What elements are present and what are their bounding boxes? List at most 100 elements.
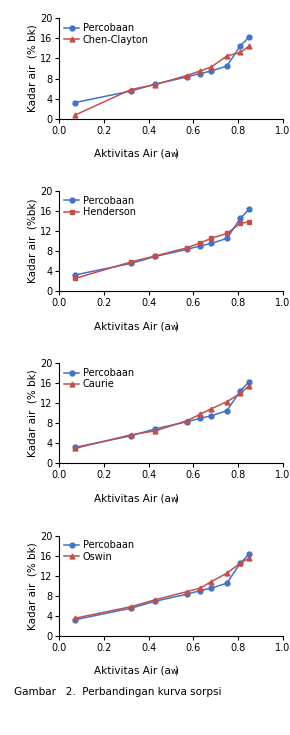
Percobaan <box>185 73 188 82</box>
Legend: Percobaan, Henderson: Percobaan, Henderson <box>62 194 138 219</box>
Percobaan <box>73 270 77 279</box>
Line: Percobaan: Percobaan <box>73 207 252 277</box>
Percobaan <box>198 242 202 251</box>
Henderson <box>198 238 202 247</box>
Line: Percobaan: Percobaan <box>73 379 252 450</box>
Henderson <box>73 274 77 283</box>
Henderson <box>154 251 157 260</box>
Text: w: w <box>171 667 178 676</box>
Line: Percobaan: Percobaan <box>73 35 252 105</box>
Line: Chen-Clayton: Chen-Clayton <box>73 43 252 118</box>
Line: Henderson: Henderson <box>73 220 252 281</box>
Percobaan <box>247 32 251 41</box>
Chen-Clayton <box>210 62 213 71</box>
Text: Aktivitas Air (a: Aktivitas Air (a <box>94 493 171 503</box>
Text: w: w <box>171 150 178 159</box>
Oswin <box>73 614 77 623</box>
Text: ): ) <box>174 666 178 676</box>
Y-axis label: Kadar air  (% bk): Kadar air (% bk) <box>27 24 37 112</box>
Percobaan <box>247 550 251 559</box>
Oswin <box>247 553 251 562</box>
Oswin <box>239 559 242 567</box>
Chen-Clayton <box>154 80 157 89</box>
Percobaan <box>239 42 242 51</box>
Caurie <box>210 404 213 413</box>
Caurie <box>198 410 202 419</box>
Percobaan <box>225 406 229 415</box>
Chen-Clayton <box>185 71 188 80</box>
Percobaan <box>154 252 157 261</box>
Chen-Clayton <box>198 67 202 76</box>
Y-axis label: Kadar air  (% bk): Kadar air (% bk) <box>27 370 37 457</box>
Percobaan <box>185 589 188 598</box>
Henderson <box>239 219 242 228</box>
Oswin <box>129 602 133 611</box>
Text: Aktivitas Air (a: Aktivitas Air (a <box>94 148 171 159</box>
Caurie <box>247 381 251 390</box>
Legend: Percobaan, Chen-Clayton: Percobaan, Chen-Clayton <box>62 21 151 46</box>
Percobaan <box>198 587 202 595</box>
Caurie <box>225 398 229 406</box>
Oswin <box>185 587 188 596</box>
Percobaan <box>247 205 251 214</box>
Text: ): ) <box>174 321 178 331</box>
Henderson <box>129 257 133 266</box>
Caurie <box>239 389 242 398</box>
Percobaan <box>129 259 133 268</box>
Percobaan <box>154 79 157 88</box>
Oswin <box>198 584 202 592</box>
Text: w: w <box>171 495 178 504</box>
Percobaan <box>198 414 202 423</box>
Text: ): ) <box>174 148 178 159</box>
Percobaan <box>210 412 213 420</box>
Oswin <box>154 595 157 604</box>
Percobaan <box>154 424 157 433</box>
Percobaan <box>73 615 77 624</box>
Percobaan <box>225 62 229 71</box>
Percobaan <box>210 584 213 592</box>
Legend: Percobaan, Caurie: Percobaan, Caurie <box>62 366 136 392</box>
Percobaan <box>185 417 188 426</box>
Percobaan <box>198 69 202 78</box>
Line: Caurie: Caurie <box>73 383 252 451</box>
Chen-Clayton <box>225 51 229 60</box>
Chen-Clayton <box>247 42 251 51</box>
Legend: Percobaan, Oswin: Percobaan, Oswin <box>62 539 136 564</box>
Line: Oswin: Oswin <box>73 556 252 620</box>
Line: Percobaan: Percobaan <box>73 552 252 622</box>
Text: w: w <box>171 323 178 331</box>
Percobaan <box>225 578 229 587</box>
Percobaan <box>239 387 242 395</box>
Percobaan <box>73 98 77 107</box>
Percobaan <box>225 234 229 243</box>
Percobaan <box>210 67 213 76</box>
Chen-Clayton <box>129 85 133 94</box>
Caurie <box>129 431 133 440</box>
Percobaan <box>239 214 242 223</box>
Text: Aktivitas Air (a: Aktivitas Air (a <box>94 666 171 676</box>
Caurie <box>73 444 77 453</box>
Y-axis label: Kadar air  (%bk): Kadar air (%bk) <box>27 198 37 283</box>
Percobaan <box>247 377 251 386</box>
Henderson <box>225 229 229 238</box>
Henderson <box>185 243 188 252</box>
Percobaan <box>185 245 188 254</box>
Text: ): ) <box>174 493 178 503</box>
Henderson <box>210 234 213 243</box>
Text: Aktivitas Air (a: Aktivitas Air (a <box>94 321 171 331</box>
Percobaan <box>129 603 133 612</box>
Y-axis label: Kadar air  (% bk): Kadar air (% bk) <box>27 542 37 630</box>
Percobaan <box>129 431 133 440</box>
Caurie <box>154 426 157 435</box>
Percobaan <box>129 87 133 96</box>
Oswin <box>210 577 213 586</box>
Text: Gambar   2.  Perbandingan kurva sorpsi: Gambar 2. Perbandingan kurva sorpsi <box>14 687 222 698</box>
Chen-Clayton <box>73 111 77 120</box>
Oswin <box>225 569 229 578</box>
Chen-Clayton <box>239 48 242 57</box>
Henderson <box>247 218 251 226</box>
Percobaan <box>239 559 242 567</box>
Percobaan <box>73 443 77 452</box>
Percobaan <box>154 597 157 606</box>
Percobaan <box>210 239 213 248</box>
